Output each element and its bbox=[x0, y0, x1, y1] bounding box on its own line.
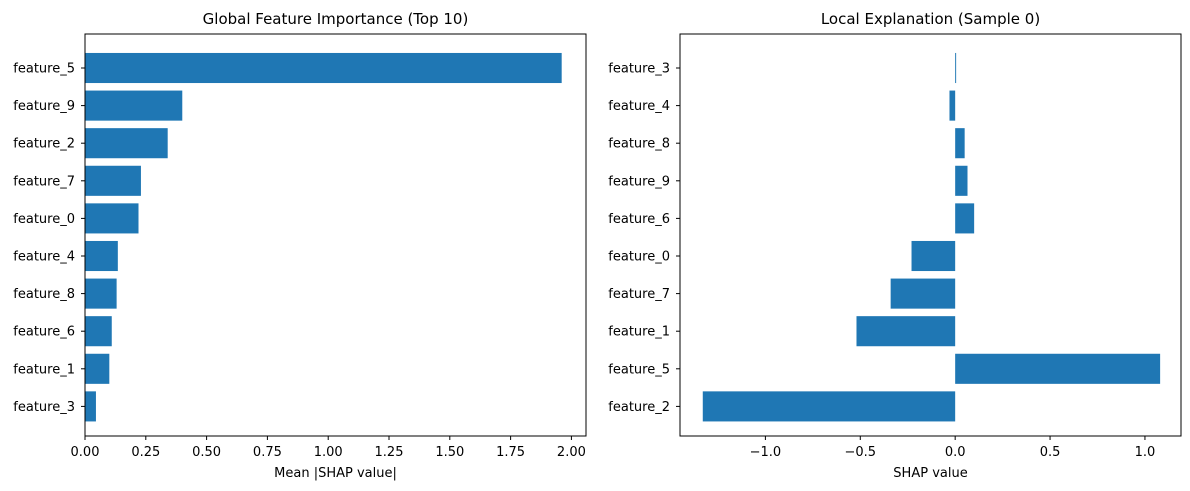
bar-feature_2 bbox=[85, 128, 168, 159]
y-tick-label: feature_3 bbox=[608, 62, 670, 77]
y-tick-label: feature_2 bbox=[13, 137, 75, 152]
bar-feature_4 bbox=[949, 90, 956, 121]
axes-frame bbox=[679, 33, 1182, 437]
y-tick-label: feature_3 bbox=[13, 400, 75, 415]
y-tick-label: feature_9 bbox=[608, 174, 670, 189]
bar-feature_0 bbox=[85, 203, 139, 234]
x-tick-label: 1.75 bbox=[496, 445, 525, 460]
y-tick-label: feature_6 bbox=[13, 325, 75, 340]
global-importance-chart: Global Feature Importance (Top 10) featu… bbox=[13, 10, 587, 481]
x-tick-label: 0.50 bbox=[192, 445, 221, 460]
chart-title: Local Explanation (Sample 0) bbox=[821, 10, 1040, 28]
y-tick-label: feature_7 bbox=[13, 174, 75, 189]
y-tick-label: feature_7 bbox=[608, 287, 670, 302]
bar-feature_8 bbox=[955, 128, 965, 159]
bar-feature_6 bbox=[85, 316, 112, 347]
x-tick-label: 1.0 bbox=[1135, 445, 1156, 460]
x-axis-label: Mean |SHAP value| bbox=[274, 466, 397, 481]
y-tick-label: feature_0 bbox=[13, 212, 75, 227]
x-tick-label: 0.0 bbox=[945, 445, 966, 460]
bar-feature_9 bbox=[85, 90, 183, 121]
y-tick-label: feature_5 bbox=[608, 362, 670, 377]
x-axis-label: SHAP value bbox=[893, 466, 967, 481]
x-tick-labels: −1.0 −0.5 0.0 0.5 1.0 bbox=[750, 436, 1156, 460]
x-tick-label: −0.5 bbox=[844, 445, 876, 460]
x-tick-label: 1.25 bbox=[375, 445, 404, 460]
x-tick-label: 0.5 bbox=[1040, 445, 1061, 460]
x-tick-label: 1.50 bbox=[435, 445, 464, 460]
local-explanation-chart: Local Explanation (Sample 0) feature_3fe… bbox=[608, 10, 1182, 481]
bar-feature_6 bbox=[955, 203, 975, 234]
bars-group bbox=[85, 52, 562, 422]
bar-feature_8 bbox=[85, 278, 117, 309]
y-tick-label: feature_2 bbox=[608, 400, 670, 415]
x-tick-label: 2.00 bbox=[557, 445, 586, 460]
y-tick-label: feature_1 bbox=[608, 325, 670, 340]
y-tick-label: feature_5 bbox=[13, 62, 75, 77]
y-tick-label: feature_6 bbox=[608, 212, 670, 227]
axes-frame bbox=[84, 33, 587, 437]
bar-feature_2 bbox=[702, 391, 956, 422]
bar-feature_1 bbox=[85, 353, 110, 384]
x-tick-label: 0.00 bbox=[71, 445, 100, 460]
bar-feature_7 bbox=[890, 278, 956, 309]
y-tick-label: feature_4 bbox=[13, 250, 75, 265]
y-tick-label: feature_0 bbox=[608, 250, 670, 265]
bar-feature_3 bbox=[955, 52, 957, 84]
bars-group bbox=[702, 52, 1161, 422]
y-tick-label: feature_4 bbox=[608, 99, 670, 114]
x-tick-label: −1.0 bbox=[750, 445, 782, 460]
x-tick-label: 1.00 bbox=[314, 445, 343, 460]
bar-feature_1 bbox=[856, 316, 956, 347]
bar-feature_5 bbox=[85, 52, 562, 84]
y-tick-label: feature_1 bbox=[13, 362, 75, 377]
bar-feature_5 bbox=[955, 353, 1161, 384]
bar-feature_3 bbox=[85, 391, 96, 422]
x-tick-labels: 0.00 0.25 0.50 0.75 1.00 1.25 1.50 1.75 2.00 bbox=[71, 436, 586, 460]
bar-feature_0 bbox=[911, 240, 956, 272]
y-tick-labels: feature_3 feature_4 feature_8 feature_9feat… bbox=[608, 62, 680, 415]
y-tick-label: feature_9 bbox=[13, 99, 75, 114]
bar-feature_9 bbox=[955, 165, 968, 196]
chart-title: Global Feature Importance (Top 10) bbox=[203, 10, 469, 28]
bar-feature_7 bbox=[85, 165, 141, 196]
y-tick-label: feature_8 bbox=[608, 137, 670, 152]
x-tick-label: 0.75 bbox=[253, 445, 282, 460]
y-tick-label: feature_8 bbox=[13, 287, 75, 302]
bar-feature_4 bbox=[85, 240, 118, 272]
y-tick-labels: feature_5 feature_9 feature_2 feature_7feat… bbox=[13, 62, 85, 415]
x-tick-label: 0.25 bbox=[131, 445, 160, 460]
